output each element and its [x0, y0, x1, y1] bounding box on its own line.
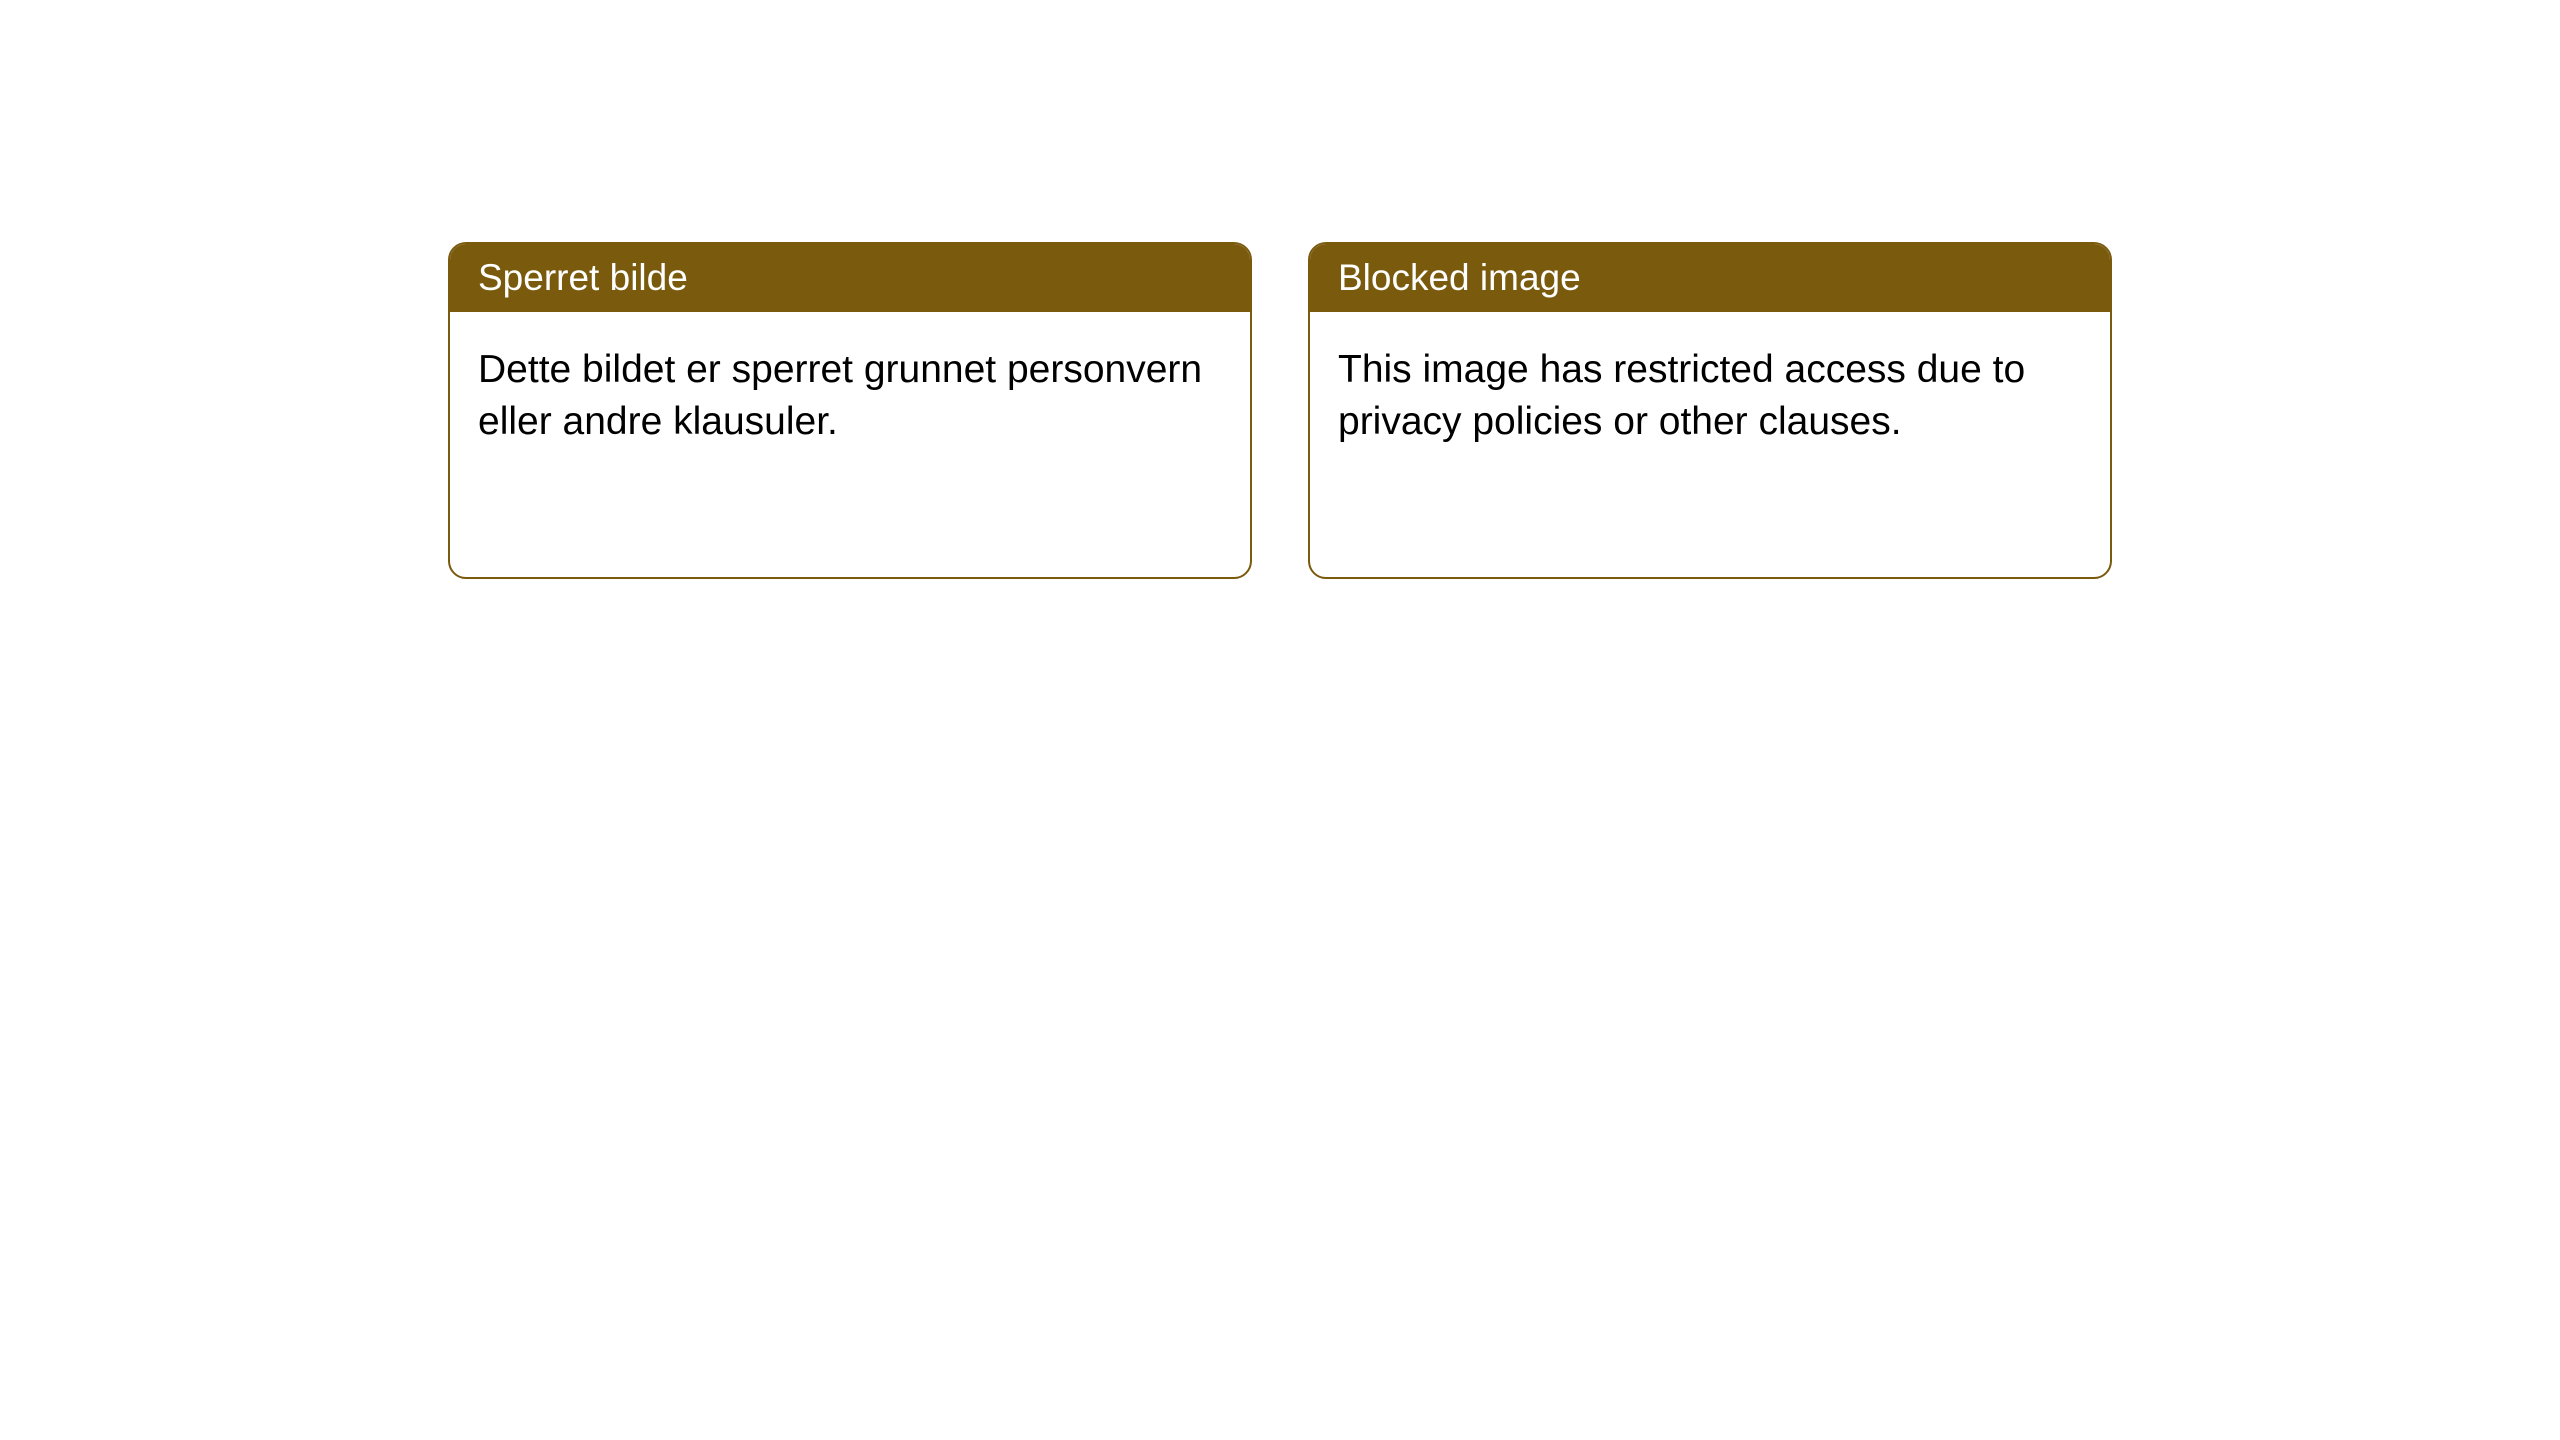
- blocked-image-card-no: Sperret bilde Dette bildet er sperret gr…: [448, 242, 1252, 579]
- card-container: Sperret bilde Dette bildet er sperret gr…: [0, 0, 2560, 579]
- blocked-image-card-en: Blocked image This image has restricted …: [1308, 242, 2112, 579]
- card-header-no: Sperret bilde: [450, 244, 1250, 312]
- card-header-en: Blocked image: [1310, 244, 2110, 312]
- card-body-en: This image has restricted access due to …: [1310, 312, 2110, 479]
- card-body-no: Dette bildet er sperret grunnet personve…: [450, 312, 1250, 479]
